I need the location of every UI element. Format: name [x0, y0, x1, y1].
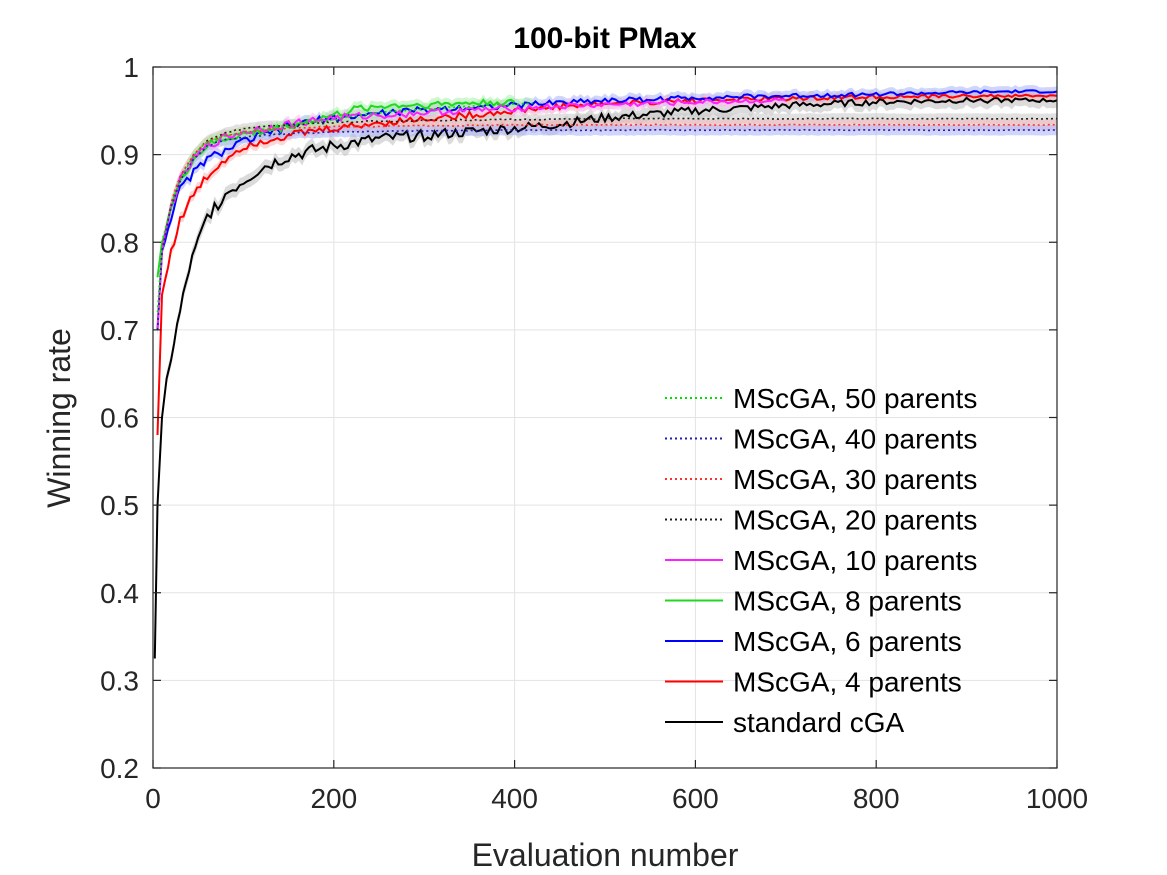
y-tick-label: 0.7 [100, 315, 139, 346]
legend-label-0: MScGA, 50 parents [733, 383, 977, 414]
x-axis-label: Evaluation number [472, 837, 739, 873]
y-tick-label: 0.5 [100, 490, 139, 521]
x-tick-label: 400 [491, 783, 538, 814]
legend-label-8: standard cGA [733, 707, 905, 738]
y-tick-label: 0.3 [100, 665, 139, 696]
y-tick-label: 1 [123, 52, 139, 83]
y-tick-label: 0.2 [100, 753, 139, 784]
x-tick-label: 1000 [1026, 783, 1088, 814]
legend-label-1: MScGA, 40 parents [733, 424, 977, 455]
legend-label-3: MScGA, 20 parents [733, 505, 977, 536]
y-tick-label: 0.9 [100, 140, 139, 171]
x-tick-label: 0 [145, 783, 161, 814]
series-line-6 [156, 89, 1058, 330]
series-lines [153, 89, 1058, 659]
legend-label-5: MScGA, 8 parents [733, 586, 962, 617]
legend-label-4: MScGA, 10 parents [733, 545, 977, 576]
legend-label-6: MScGA, 6 parents [733, 626, 962, 657]
chart-title: 100-bit PMax [513, 22, 697, 55]
x-tick-label: 600 [672, 783, 719, 814]
series-line-8 [153, 96, 1058, 659]
x-tick-label: 200 [310, 783, 357, 814]
y-tick-label: 0.6 [100, 403, 139, 434]
legend-label-7: MScGA, 4 parents [733, 667, 962, 698]
y-tick-label: 0.8 [100, 227, 139, 258]
legend-label-2: MScGA, 30 parents [733, 464, 977, 495]
series-line-0 [156, 102, 533, 313]
y-tick-label: 0.4 [100, 578, 139, 609]
x-tick-label: 800 [853, 783, 900, 814]
legend: MScGA, 50 parents MScGA, 40 parents MScGA,… [665, 383, 977, 738]
series-line-4 [156, 97, 787, 330]
axis-ticks: 0 200 400 600 800 1000 0.2 0.3 0.4 0.5 0.6 0.7 0.8 0.… [100, 52, 1088, 814]
y-axis-label: Winning rate [41, 328, 77, 508]
